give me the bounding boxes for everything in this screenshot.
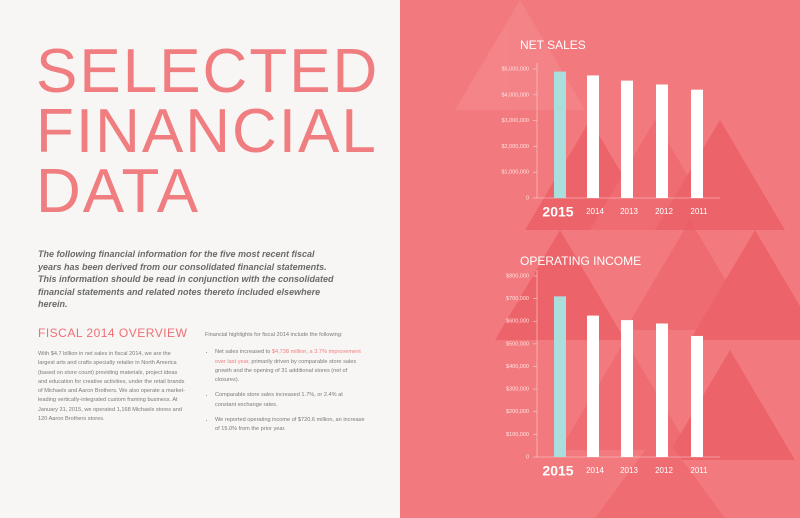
y-tick-label: $4,000,000 (501, 92, 529, 98)
bar (656, 84, 668, 198)
bar (656, 323, 668, 457)
text: primarily driven by comparable store sal… (215, 358, 357, 384)
bar (554, 296, 566, 457)
overview-text: With $4.7 billion in net sales in fiscal… (38, 351, 185, 423)
y-tick-label: $2,000,000 (501, 144, 529, 150)
y-tick-label: 0 (526, 195, 529, 201)
x-tick-label: 2012 (655, 466, 673, 475)
page-title: SELECTED FINANCIAL DATA (36, 37, 380, 226)
y-tick-label: $600,000 (506, 319, 529, 325)
section-heading: FISCAL 2014 OVERVIEW (38, 326, 188, 340)
bar (691, 335, 703, 457)
x-tick-label: 2015 (542, 204, 573, 220)
bar (621, 320, 633, 457)
y-tick-label: $800,000 (506, 273, 529, 279)
triangle (655, 120, 785, 230)
bar (691, 89, 703, 198)
y-tick-label: $100,000 (506, 432, 529, 438)
y-tick-label: $5,000,000 (501, 66, 529, 72)
title-line: SELECTED (36, 37, 380, 106)
highlight: $4,738 million, a 3.7% improvement over … (215, 349, 361, 365)
y-tick-label: $700,000 (506, 296, 529, 302)
title-line: FINANCIAL (36, 97, 378, 166)
text: Net sales increased to (215, 349, 272, 356)
x-tick-label: 2015 (542, 463, 573, 479)
y-tick-label: $300,000 (506, 387, 529, 393)
triangle (595, 430, 725, 518)
triangle (690, 230, 800, 340)
bullet-list: Net sales increased to $4,738 million, a… (205, 348, 365, 434)
y-tick-label: 0 (526, 454, 529, 460)
y-tick-label: $1,000,000 (501, 170, 529, 176)
x-tick-label: 2011 (690, 207, 708, 216)
y-tick-label: $500,000 (506, 341, 529, 347)
x-tick-label: 2012 (655, 207, 673, 216)
bar (621, 80, 633, 198)
y-tick-label: $400,000 (506, 364, 529, 370)
x-tick-label: 2013 (620, 207, 638, 216)
y-tick-label: $200,000 (506, 409, 529, 415)
bullet: Comparable store sales increased 1.7%, o… (215, 391, 365, 410)
bar (587, 315, 599, 457)
x-tick-label: 2011 (690, 466, 708, 475)
x-tick-label: 2014 (586, 466, 604, 475)
intro: The following financial information for … (38, 249, 334, 309)
triangle (495, 230, 625, 340)
chart-title: OPERATING INCOME (520, 254, 641, 268)
triangle (455, 0, 585, 110)
bullet: Net sales increased to $4,738 million, a… (215, 348, 365, 385)
charts-panel: NET SALES 0 $1,000,000 $2,000,000 $3,000,000… (400, 0, 800, 518)
bullet: We reported operating income of $720.6 m… (215, 416, 365, 435)
chart-title: NET SALES (520, 38, 586, 52)
x-tick-label: 2014 (586, 207, 604, 216)
highlights-intro: Financial highlights for fiscal 2014 inc… (205, 332, 343, 338)
x-tick-label: 2013 (620, 466, 638, 475)
bar (554, 71, 566, 198)
bar (587, 75, 599, 198)
y-tick-label: $3,000,000 (501, 118, 529, 124)
title-line: DATA (36, 157, 201, 226)
highlights: Financial highlights for fiscal 2014 inc… (205, 331, 365, 441)
